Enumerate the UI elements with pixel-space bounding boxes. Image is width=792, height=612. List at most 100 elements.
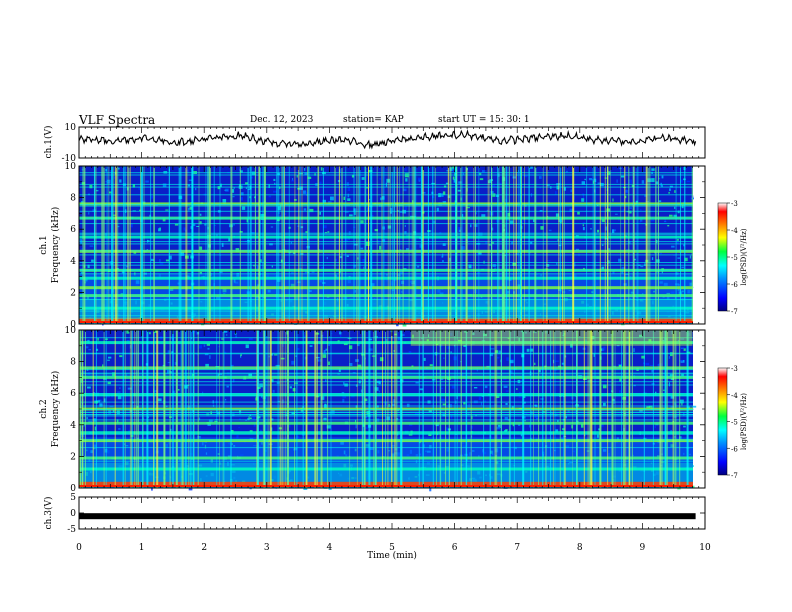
noise-speck	[484, 400, 487, 402]
noise-speck	[670, 395, 675, 399]
noise-speck	[640, 266, 644, 268]
colorbar-tick-label: -3	[731, 365, 738, 373]
noise-speck	[468, 403, 470, 408]
spheric-streak	[178, 166, 181, 324]
spheric-streak	[315, 330, 317, 488]
thin-band	[79, 183, 693, 185]
noise-speck	[592, 180, 594, 184]
noise-speck	[309, 345, 313, 347]
spheric-streak	[188, 330, 190, 488]
noise-speck	[557, 419, 559, 422]
noise-speck	[410, 248, 413, 251]
x-tick-label: 9	[640, 543, 646, 553]
noise-speck	[651, 370, 653, 373]
noise-speck	[443, 185, 447, 188]
noise-speck	[119, 355, 123, 358]
noise-speck	[331, 333, 333, 335]
spheric-streak	[219, 166, 221, 324]
noise-speck	[145, 180, 149, 183]
noise-speck	[621, 175, 625, 178]
spheric-streak	[607, 166, 609, 324]
noise-speck	[681, 373, 684, 377]
noise-speck	[157, 398, 162, 402]
noise-speck	[123, 378, 125, 382]
noise-speck	[355, 419, 357, 424]
noise-speck	[628, 241, 631, 244]
noise-speck	[149, 332, 151, 335]
spheric-streak	[349, 330, 351, 488]
spheric-streak	[320, 330, 322, 488]
noise-speck	[188, 487, 193, 491]
noise-speck	[189, 206, 192, 210]
spheric-streak	[456, 166, 458, 324]
spheric-streak	[659, 330, 662, 488]
noise-speck	[664, 218, 666, 222]
noise-speck	[479, 178, 484, 181]
noise-speck	[483, 333, 487, 337]
spheric-streak	[207, 166, 210, 324]
x-tick-label: 0	[76, 543, 82, 553]
y-tick-label: 6	[70, 389, 76, 399]
noise-speck	[159, 262, 164, 265]
noise-speck	[689, 255, 691, 259]
noise-speck	[294, 199, 297, 201]
noise-speck	[629, 210, 632, 214]
noise-speck	[274, 354, 278, 356]
colorbar-label: log(PSD)(V²/Hz)	[740, 393, 748, 450]
noise-speck	[563, 187, 566, 191]
noise-speck	[249, 417, 252, 419]
spheric-streak	[330, 330, 332, 488]
spheric-streak	[334, 166, 336, 324]
noise-speck	[105, 168, 107, 172]
thin-band	[79, 250, 693, 252]
noise-speck	[274, 182, 276, 185]
noise-speck	[639, 410, 643, 412]
spheric-streak	[500, 330, 502, 488]
spheric-streak	[572, 166, 575, 324]
spheric-streak	[391, 166, 393, 324]
spheric-streak	[356, 330, 358, 488]
noise-speck	[79, 239, 82, 243]
noise-speck	[449, 257, 451, 262]
noise-speck	[193, 223, 196, 227]
thin-band	[79, 205, 693, 207]
noise-speck	[97, 338, 99, 341]
frequency-band	[79, 286, 693, 290]
ch1-voltage-axis-label: ch.1(V)	[43, 126, 54, 159]
spheric-streak	[393, 166, 395, 324]
noise-speck	[530, 348, 534, 352]
spheric-streak	[576, 330, 578, 488]
noise-speck	[506, 357, 509, 361]
noise-speck	[614, 229, 616, 232]
noise-speck	[252, 416, 256, 420]
noise-speck	[360, 389, 363, 393]
noise-speck	[364, 416, 368, 419]
noise-speck	[240, 355, 242, 358]
spheric-streak	[474, 166, 476, 324]
spheric-streak	[364, 330, 366, 488]
noise-speck	[386, 416, 391, 421]
noise-speck	[658, 200, 662, 202]
noise-speck	[495, 395, 500, 398]
x-tick-label: 5	[389, 543, 395, 553]
spheric-streak	[513, 330, 515, 488]
spheric-streak	[620, 166, 622, 324]
noise-speck	[622, 208, 625, 211]
noise-speck	[433, 220, 436, 224]
noise-speck	[609, 172, 611, 175]
noise-speck	[667, 225, 670, 227]
spheric-streak	[495, 330, 497, 488]
noise-speck	[306, 246, 310, 249]
noise-speck	[268, 355, 271, 358]
noise-speck	[270, 226, 274, 228]
spectrogram-3	[79, 330, 697, 492]
spheric-streak	[432, 166, 434, 324]
spheric-streak	[491, 166, 493, 324]
spheric-streak	[122, 330, 124, 488]
noise-speck	[539, 176, 542, 179]
noise-speck	[126, 187, 129, 191]
noise-speck	[399, 270, 404, 275]
frequency-band	[79, 276, 693, 280]
spheric-streak	[448, 330, 450, 488]
frequency-band	[79, 235, 693, 239]
